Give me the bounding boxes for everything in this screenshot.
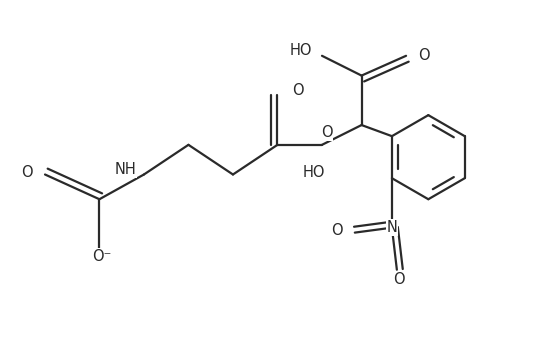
Text: O⁻: O⁻ xyxy=(92,248,112,263)
Text: O: O xyxy=(21,164,32,179)
Text: O: O xyxy=(292,83,304,98)
Text: O: O xyxy=(419,48,430,63)
Text: N: N xyxy=(387,220,397,235)
Text: NH: NH xyxy=(115,162,136,177)
Text: O: O xyxy=(393,272,405,287)
Text: HO: HO xyxy=(290,43,312,58)
Text: HO: HO xyxy=(302,164,324,179)
Text: O: O xyxy=(331,223,343,238)
Text: O: O xyxy=(321,125,333,140)
